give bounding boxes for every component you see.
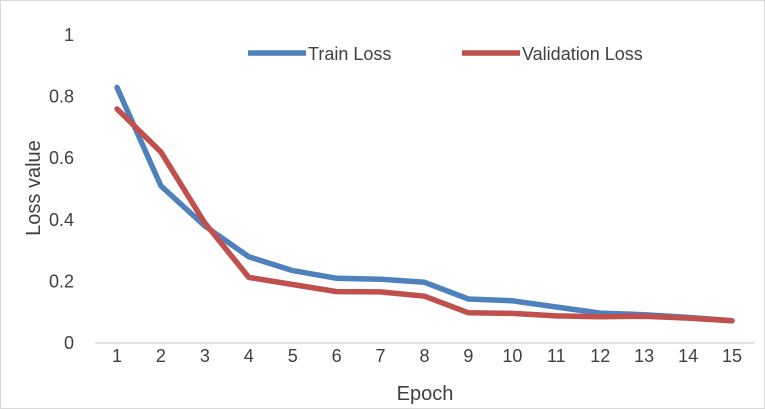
legend-label: Train Loss xyxy=(308,44,391,64)
x-tick-label: 8 xyxy=(419,346,429,366)
x-axis-title: Epoch xyxy=(397,383,454,405)
x-axis-ticks: 1 2 3 4 5 6 7 8 9 10 11 12 13 14 15 xyxy=(112,346,742,366)
y-tick-label: 0 xyxy=(64,333,74,353)
x-tick-label: 5 xyxy=(288,346,298,366)
x-tick-label: 12 xyxy=(590,346,610,366)
y-tick-label: 0.4 xyxy=(49,210,74,230)
x-tick-label: 15 xyxy=(722,346,742,366)
x-tick-label: 7 xyxy=(376,346,386,366)
x-tick-label: 9 xyxy=(463,346,473,366)
y-tick-label: 0.6 xyxy=(49,148,74,168)
x-tick-label: 13 xyxy=(634,346,654,366)
x-tick-label: 1 xyxy=(112,346,122,366)
y-tick-label: 0.8 xyxy=(49,87,74,107)
series-line-train-loss xyxy=(114,84,735,324)
x-tick-label: 3 xyxy=(200,346,210,366)
x-tick-label: 4 xyxy=(244,346,254,366)
legend-label: Validation Loss xyxy=(522,44,643,64)
series-lines xyxy=(114,84,735,324)
x-tick-label: 6 xyxy=(332,346,342,366)
x-tick-label: 11 xyxy=(547,346,566,366)
y-tick-label: 1 xyxy=(64,25,74,45)
series-line-validation-loss xyxy=(114,106,735,324)
legend: Train Loss Validation Loss xyxy=(248,44,643,64)
x-tick-label: 10 xyxy=(502,346,522,366)
x-tick-label: 2 xyxy=(156,346,166,366)
x-tick-label: 14 xyxy=(678,346,698,366)
y-tick-label: 0.2 xyxy=(49,271,74,291)
y-axis-ticks: 0 0.2 0.4 0.6 0.8 1 xyxy=(49,25,74,353)
y-axis-title: Loss value xyxy=(23,140,45,236)
